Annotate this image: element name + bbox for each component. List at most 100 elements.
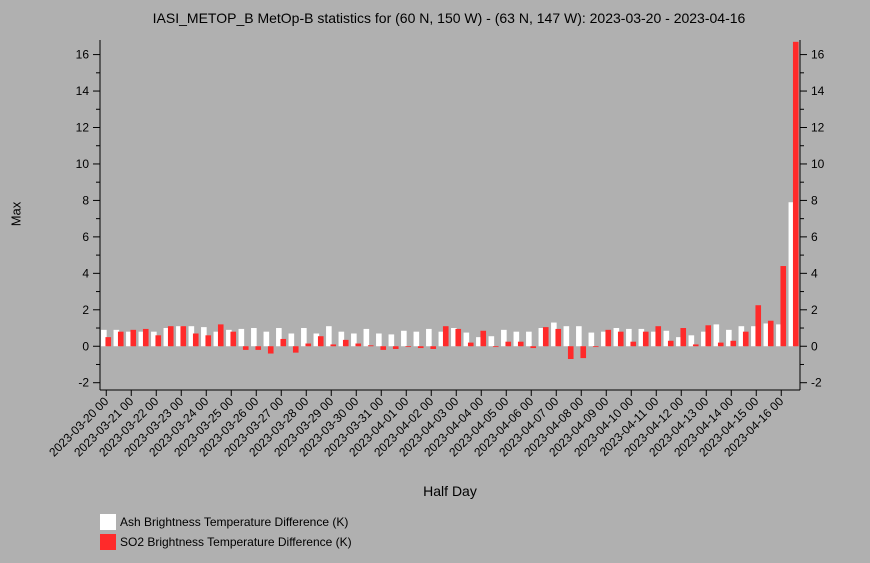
ash-bar: [476, 337, 482, 347]
so2-bar: [792, 41, 799, 347]
so2-bar: [717, 342, 724, 347]
so2-bar: [555, 328, 562, 347]
ash-bar: [388, 334, 395, 347]
so2-bar: [692, 344, 699, 347]
so2-bar: [180, 326, 187, 347]
ash-bar: [751, 326, 757, 347]
ash-bar: [251, 328, 257, 347]
legend-label-ash: Ash Brightness Temperature Difference (K…: [120, 515, 349, 529]
so2-bar: [630, 341, 637, 347]
ash-bar: [526, 331, 532, 347]
so2-bar: [317, 336, 324, 347]
y-tick-label-left: 4: [82, 266, 89, 280]
so2-bar: [742, 331, 749, 347]
so2-bar: [292, 346, 299, 353]
y-tick-label-right: 6: [811, 230, 818, 244]
so2-bar: [667, 340, 674, 347]
legend: Ash Brightness Temperature Difference (K…: [100, 512, 352, 552]
ash-bar: [538, 328, 545, 347]
ash-bar: [513, 331, 520, 347]
ash-bar: [188, 326, 195, 347]
ash-bar: [276, 328, 282, 347]
so2-bar: [655, 326, 662, 347]
ash-bar: [213, 331, 220, 347]
so2-bar: [242, 346, 249, 350]
so2-bar: [105, 337, 112, 347]
ash-bar: [626, 328, 632, 347]
so2-bar: [542, 327, 549, 347]
ash-bar: [401, 330, 407, 347]
ash-bar: [238, 328, 245, 347]
y-tick-label-right: 16: [811, 48, 825, 62]
y-tick-label-left: 16: [76, 48, 90, 62]
ash-bar: [451, 328, 457, 347]
ash-bar: [463, 332, 470, 347]
ash-bar: [201, 327, 207, 347]
y-tick-label-left: 8: [82, 193, 89, 207]
legend-item-so2: SO2 Brightness Temperature Difference (K…: [100, 532, 352, 552]
so2-bar: [205, 335, 212, 347]
ash-bar: [501, 329, 507, 347]
so2-bar: [305, 343, 312, 347]
ash-bar: [588, 332, 595, 347]
ash-bar: [551, 322, 557, 347]
y-tick-label-left: 6: [82, 230, 89, 244]
so2-bar: [567, 346, 574, 360]
ash-bar: [688, 335, 695, 347]
ash-bar: [363, 328, 370, 347]
chart-title: IASI_METOP_B MetOp-B statistics for (60 …: [152, 10, 746, 26]
y-tick-label-right: 0: [811, 339, 818, 353]
so2-bar: [780, 266, 787, 347]
ash-bar: [326, 326, 332, 347]
ash-bar: [151, 331, 157, 347]
ash-bar: [488, 336, 495, 347]
so2-bar: [767, 320, 774, 347]
y-tick-label-left: 14: [76, 84, 90, 98]
so2-bar: [530, 346, 537, 349]
y-tick-label-left: 2: [82, 303, 89, 317]
ash-bar: [176, 326, 182, 347]
y-tick-label-left: 0: [82, 339, 89, 353]
so2-bar: [417, 346, 424, 349]
so2-bar: [680, 328, 687, 347]
so2-bar: [467, 342, 474, 347]
ash-bar: [788, 202, 795, 347]
ash-bar: [138, 331, 145, 347]
ash-bar: [763, 323, 770, 347]
ash-bar: [613, 328, 620, 347]
ash-bar: [301, 328, 307, 347]
y-tick-label-right: 4: [811, 266, 818, 280]
ash-bar: [126, 331, 132, 347]
ash-bar: [438, 331, 445, 347]
so2-bar: [492, 346, 499, 348]
so2-bar: [117, 331, 124, 347]
legend-swatch-so2: [100, 534, 116, 550]
ash-bar: [701, 331, 707, 347]
so2-bar: [755, 305, 762, 347]
so2-bar: [617, 331, 624, 347]
y-tick-label-right: 12: [811, 121, 825, 135]
so2-bar: [580, 346, 587, 359]
so2-bar: [355, 343, 362, 347]
ash-bar: [263, 331, 270, 347]
so2-bar: [730, 340, 737, 347]
y-tick-label-right: 8: [811, 193, 818, 207]
ash-bar: [576, 326, 582, 347]
ash-bar: [313, 333, 320, 347]
so2-bar: [705, 325, 712, 347]
ash-bar: [713, 324, 720, 347]
ash-bar: [376, 333, 382, 347]
ash-bar: [676, 337, 682, 347]
so2-bar: [405, 346, 412, 348]
ash-bar: [413, 331, 420, 347]
ash-bar: [738, 326, 745, 347]
ash-bar: [726, 329, 732, 347]
so2-bar: [130, 329, 137, 347]
so2-bar: [505, 341, 512, 347]
so2-bar: [230, 331, 237, 347]
y-tick-label-left: 12: [76, 121, 90, 135]
so2-bar: [192, 333, 199, 347]
ash-bar: [563, 326, 570, 347]
so2-bar: [367, 345, 374, 347]
